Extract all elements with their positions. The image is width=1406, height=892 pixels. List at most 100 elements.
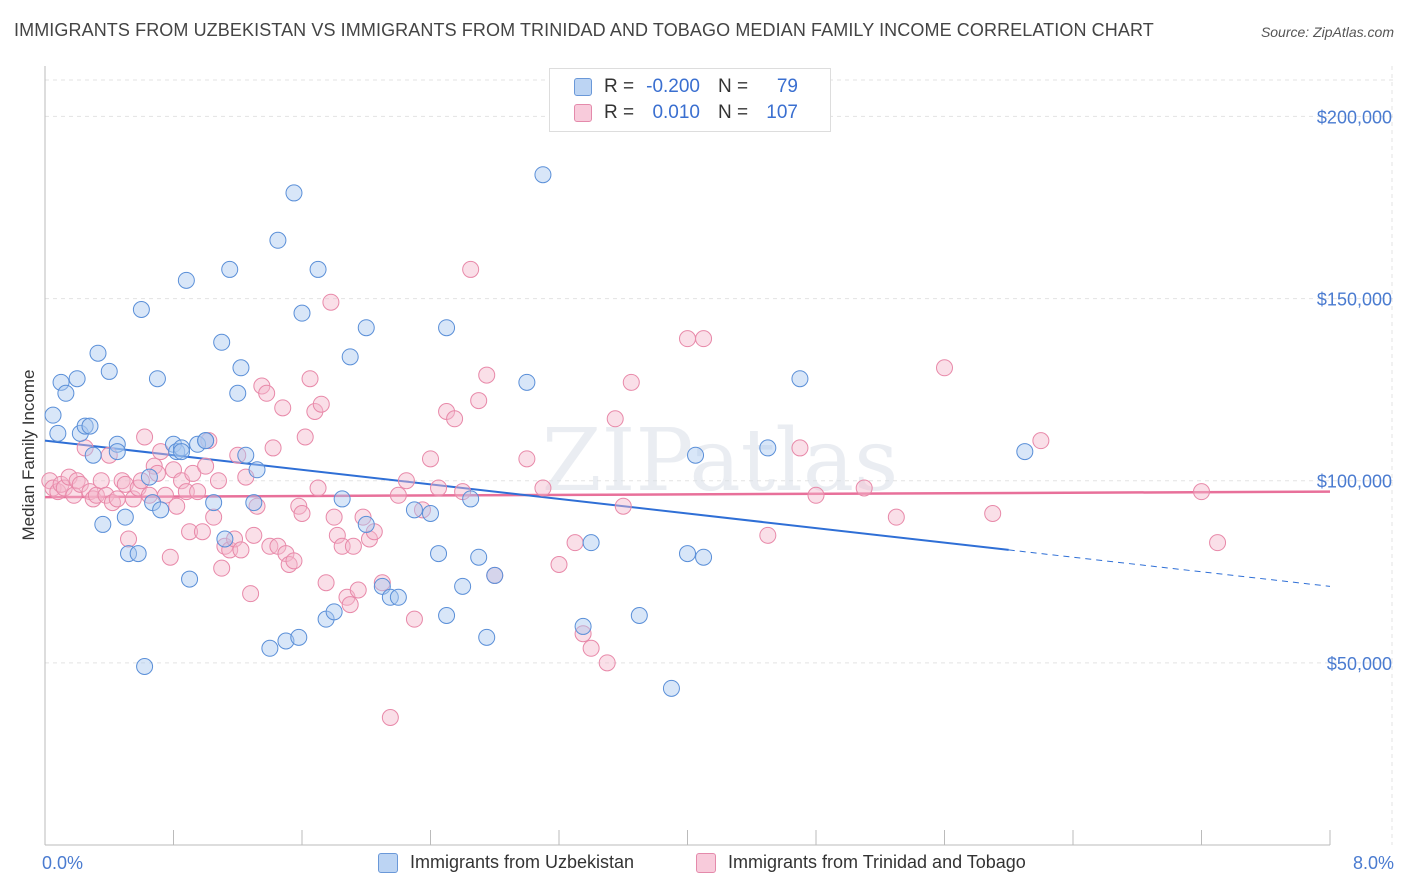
series-trinidad	[41, 260, 1227, 726]
data-point-trinidad	[936, 359, 953, 377]
data-point-trinidad	[132, 472, 150, 490]
data-point-trinidad	[325, 508, 343, 526]
data-point-trinidad	[328, 526, 346, 544]
data-point-trinidad	[209, 472, 227, 490]
data-point-uzbekistan	[309, 260, 327, 278]
data-point-trinidad	[791, 439, 809, 457]
data-point-uzbekistan	[695, 548, 713, 566]
data-point-uzbekistan	[245, 494, 263, 512]
data-point-uzbekistan	[357, 319, 375, 337]
data-point-uzbekistan	[261, 639, 279, 657]
legend-r-label: R =	[604, 76, 635, 97]
data-point-uzbekistan	[49, 424, 67, 442]
data-point-uzbekistan	[76, 417, 94, 435]
legend-row-uzbekistan: R = -0.200 N = 79	[574, 75, 798, 99]
trend-line-uzbekistan-extension	[1008, 549, 1331, 587]
data-point-trinidad	[446, 410, 464, 428]
data-point-trinidad	[296, 428, 314, 446]
data-point-uzbekistan	[213, 333, 231, 351]
data-point-trinidad	[462, 260, 480, 278]
data-point-uzbekistan	[132, 301, 150, 318]
data-point-uzbekistan	[108, 443, 126, 461]
data-point-trinidad	[1193, 483, 1210, 501]
data-point-trinidad	[193, 523, 211, 541]
data-point-uzbekistan	[325, 603, 343, 621]
data-point-uzbekistan	[116, 508, 134, 526]
data-point-uzbekistan	[148, 370, 166, 388]
data-point-uzbekistan	[68, 370, 86, 388]
data-point-trinidad	[1209, 534, 1227, 552]
bottom-legend-label: Immigrants from Uzbekistan	[410, 852, 635, 872]
data-point-trinidad	[226, 530, 244, 548]
data-point-uzbekistan	[189, 435, 207, 453]
data-point-uzbekistan	[152, 501, 170, 519]
data-point-uzbekistan	[136, 658, 154, 675]
legend-n-label: N =	[718, 102, 749, 123]
y-tick-label: $200,000	[1317, 107, 1392, 127]
chart-title: IMMIGRANTS FROM UZBEKISTAN VS IMMIGRANTS…	[14, 20, 1154, 40]
data-point-trinidad	[293, 505, 311, 522]
data-point-trinidad	[422, 450, 439, 468]
data-point-trinidad	[317, 574, 335, 592]
data-point-trinidad	[168, 497, 186, 515]
data-point-uzbekistan	[662, 679, 680, 697]
data-point-uzbekistan	[84, 446, 102, 464]
data-point-uzbekistan	[205, 494, 223, 512]
data-point-trinidad	[349, 581, 367, 599]
data-point-trinidad	[322, 293, 340, 311]
data-point-uzbekistan	[341, 348, 359, 366]
data-point-uzbekistan	[237, 446, 255, 464]
bottom-legend-swatch-blue	[378, 852, 398, 873]
data-point-trinidad	[274, 399, 292, 417]
data-point-uzbekistan	[333, 490, 351, 508]
data-point-trinidad	[389, 486, 407, 504]
data-point-trinidad	[108, 490, 126, 508]
data-point-uzbekistan	[687, 446, 705, 464]
data-point-uzbekistan	[173, 439, 191, 457]
data-point-uzbekistan	[181, 570, 199, 588]
data-point-uzbekistan	[177, 271, 195, 289]
data-point-uzbekistan	[81, 417, 99, 435]
data-point-trinidad	[71, 475, 89, 493]
data-point-uzbekistan	[430, 545, 448, 563]
data-point-trinidad	[65, 486, 83, 504]
data-point-trinidad	[258, 384, 276, 402]
data-point-trinidad	[264, 439, 282, 457]
data-point-uzbekistan	[44, 406, 62, 424]
data-point-uzbekistan	[438, 319, 456, 337]
data-point-trinidad	[518, 450, 536, 468]
legend-n-value: 79	[776, 76, 798, 97]
data-point-trinidad	[301, 370, 319, 388]
data-point-uzbekistan	[52, 373, 70, 391]
x-tick-label-max: 8.0%	[1353, 853, 1394, 873]
data-point-trinidad	[306, 403, 324, 420]
data-point-trinidad	[161, 548, 179, 566]
data-point-trinidad	[124, 490, 142, 508]
data-point-trinidad	[622, 373, 640, 391]
data-point-trinidad	[181, 523, 199, 541]
data-point-trinidad	[242, 585, 260, 603]
y-axis-label: Median Family Income	[19, 369, 38, 540]
data-point-trinidad	[574, 625, 592, 643]
y-tick-label: $50,000	[1327, 654, 1392, 674]
data-point-uzbekistan	[518, 373, 536, 391]
data-point-uzbekistan	[534, 166, 552, 184]
data-point-uzbekistan	[290, 628, 308, 646]
data-point-trinidad	[213, 559, 231, 577]
data-point-trinidad	[1032, 432, 1050, 450]
data-point-trinidad	[470, 392, 488, 410]
data-point-trinidad	[807, 486, 825, 504]
data-point-uzbekistan	[108, 435, 126, 453]
data-point-uzbekistan	[422, 505, 439, 522]
data-point-uzbekistan	[221, 260, 239, 278]
data-point-uzbekistan	[100, 362, 118, 380]
data-point-trinidad	[598, 654, 616, 672]
data-point-uzbekistan	[389, 588, 407, 606]
bottom-legend-swatch-pink	[696, 852, 716, 873]
data-point-trinidad	[120, 530, 138, 548]
data-point-trinidad	[478, 366, 496, 384]
legend-row-trinidad: R = 0.010 N = 107	[574, 101, 798, 125]
data-point-trinidad	[184, 464, 202, 482]
data-point-trinidad	[887, 508, 905, 526]
data-point-trinidad	[759, 526, 777, 544]
